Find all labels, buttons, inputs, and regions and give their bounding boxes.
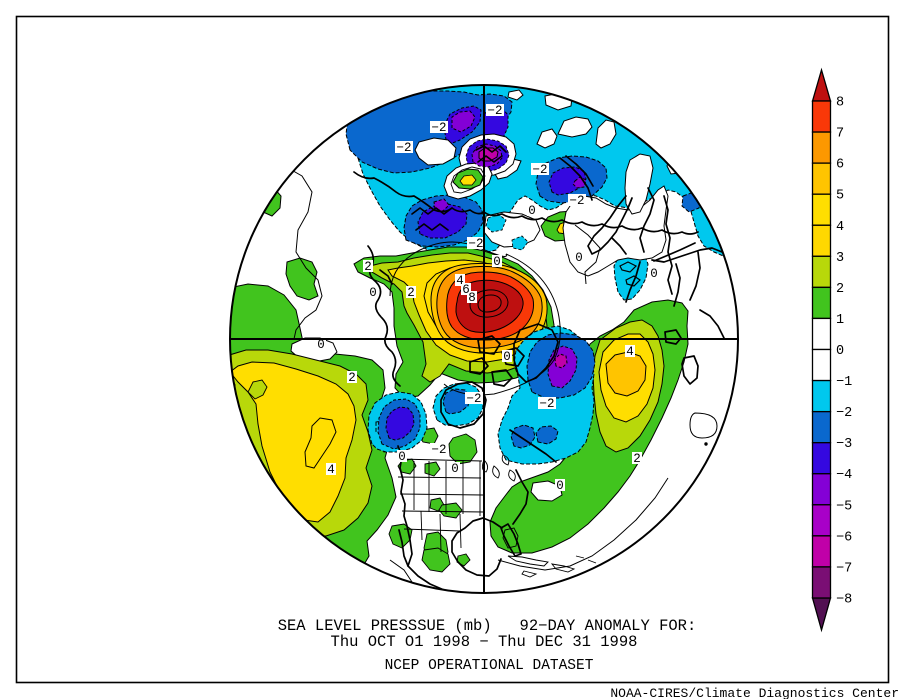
svg-text:−8: −8	[836, 593, 852, 608]
svg-text:1: 1	[836, 313, 844, 328]
svg-text:2: 2	[407, 286, 415, 300]
svg-text:−2: −2	[431, 121, 446, 135]
svg-text:5: 5	[836, 189, 844, 204]
svg-text:4: 4	[626, 345, 634, 359]
svg-text:−2: −2	[466, 392, 481, 406]
svg-text:SEA LEVEL PRESSSUE (mb) 92−D: SEA LEVEL PRESSSUE (mb) 92−DAY ANOMALY F…	[278, 617, 697, 635]
svg-text:Thu OCT O1 1998 − Thu DEC 31 1: Thu OCT O1 1998 − Thu DEC 31 1998	[331, 633, 638, 651]
svg-text:−2: −2	[532, 163, 547, 177]
svg-text:−5: −5	[836, 499, 852, 514]
svg-text:NCEP OPERATIONAL DATASET: NCEP OPERATIONAL DATASET	[385, 658, 594, 674]
svg-text:6: 6	[836, 158, 844, 173]
svg-text:4: 4	[456, 274, 464, 288]
svg-text:8: 8	[836, 96, 844, 111]
svg-text:−6: −6	[836, 530, 852, 545]
svg-text:0: 0	[317, 338, 325, 352]
svg-text:7: 7	[836, 127, 844, 142]
svg-text:−3: −3	[836, 437, 852, 452]
svg-text:0: 0	[575, 251, 583, 265]
svg-text:−2: −2	[468, 237, 483, 251]
svg-text:2: 2	[633, 452, 641, 466]
svg-text:NOAA-CIRES/Climate Diagnostics: NOAA-CIRES/Climate Diagnostics Center	[610, 686, 899, 699]
svg-text:−4: −4	[836, 468, 852, 483]
svg-text:2: 2	[364, 260, 372, 274]
svg-text:4: 4	[327, 463, 335, 477]
svg-text:6: 6	[462, 283, 470, 297]
svg-text:0: 0	[503, 350, 511, 364]
svg-text:0: 0	[398, 450, 406, 464]
svg-text:−2: −2	[539, 397, 554, 411]
svg-text:2: 2	[348, 371, 356, 385]
svg-text:0: 0	[650, 267, 658, 281]
svg-text:4: 4	[836, 220, 844, 235]
svg-text:0: 0	[493, 255, 501, 269]
svg-text:−2: −2	[487, 104, 502, 118]
svg-text:−2: −2	[431, 443, 446, 457]
svg-text:8: 8	[468, 291, 476, 305]
svg-text:0: 0	[451, 462, 459, 476]
svg-text:−2: −2	[396, 141, 411, 155]
svg-text:−7: −7	[836, 561, 852, 576]
svg-text:−1: −1	[836, 375, 852, 390]
svg-text:2: 2	[836, 282, 844, 297]
svg-text:−2: −2	[836, 406, 852, 421]
svg-text:0: 0	[528, 204, 536, 218]
svg-text:3: 3	[836, 251, 844, 266]
svg-text:0: 0	[836, 344, 844, 359]
svg-text:−2: −2	[569, 194, 584, 208]
svg-text:0: 0	[556, 479, 564, 493]
svg-text:0: 0	[369, 286, 377, 300]
